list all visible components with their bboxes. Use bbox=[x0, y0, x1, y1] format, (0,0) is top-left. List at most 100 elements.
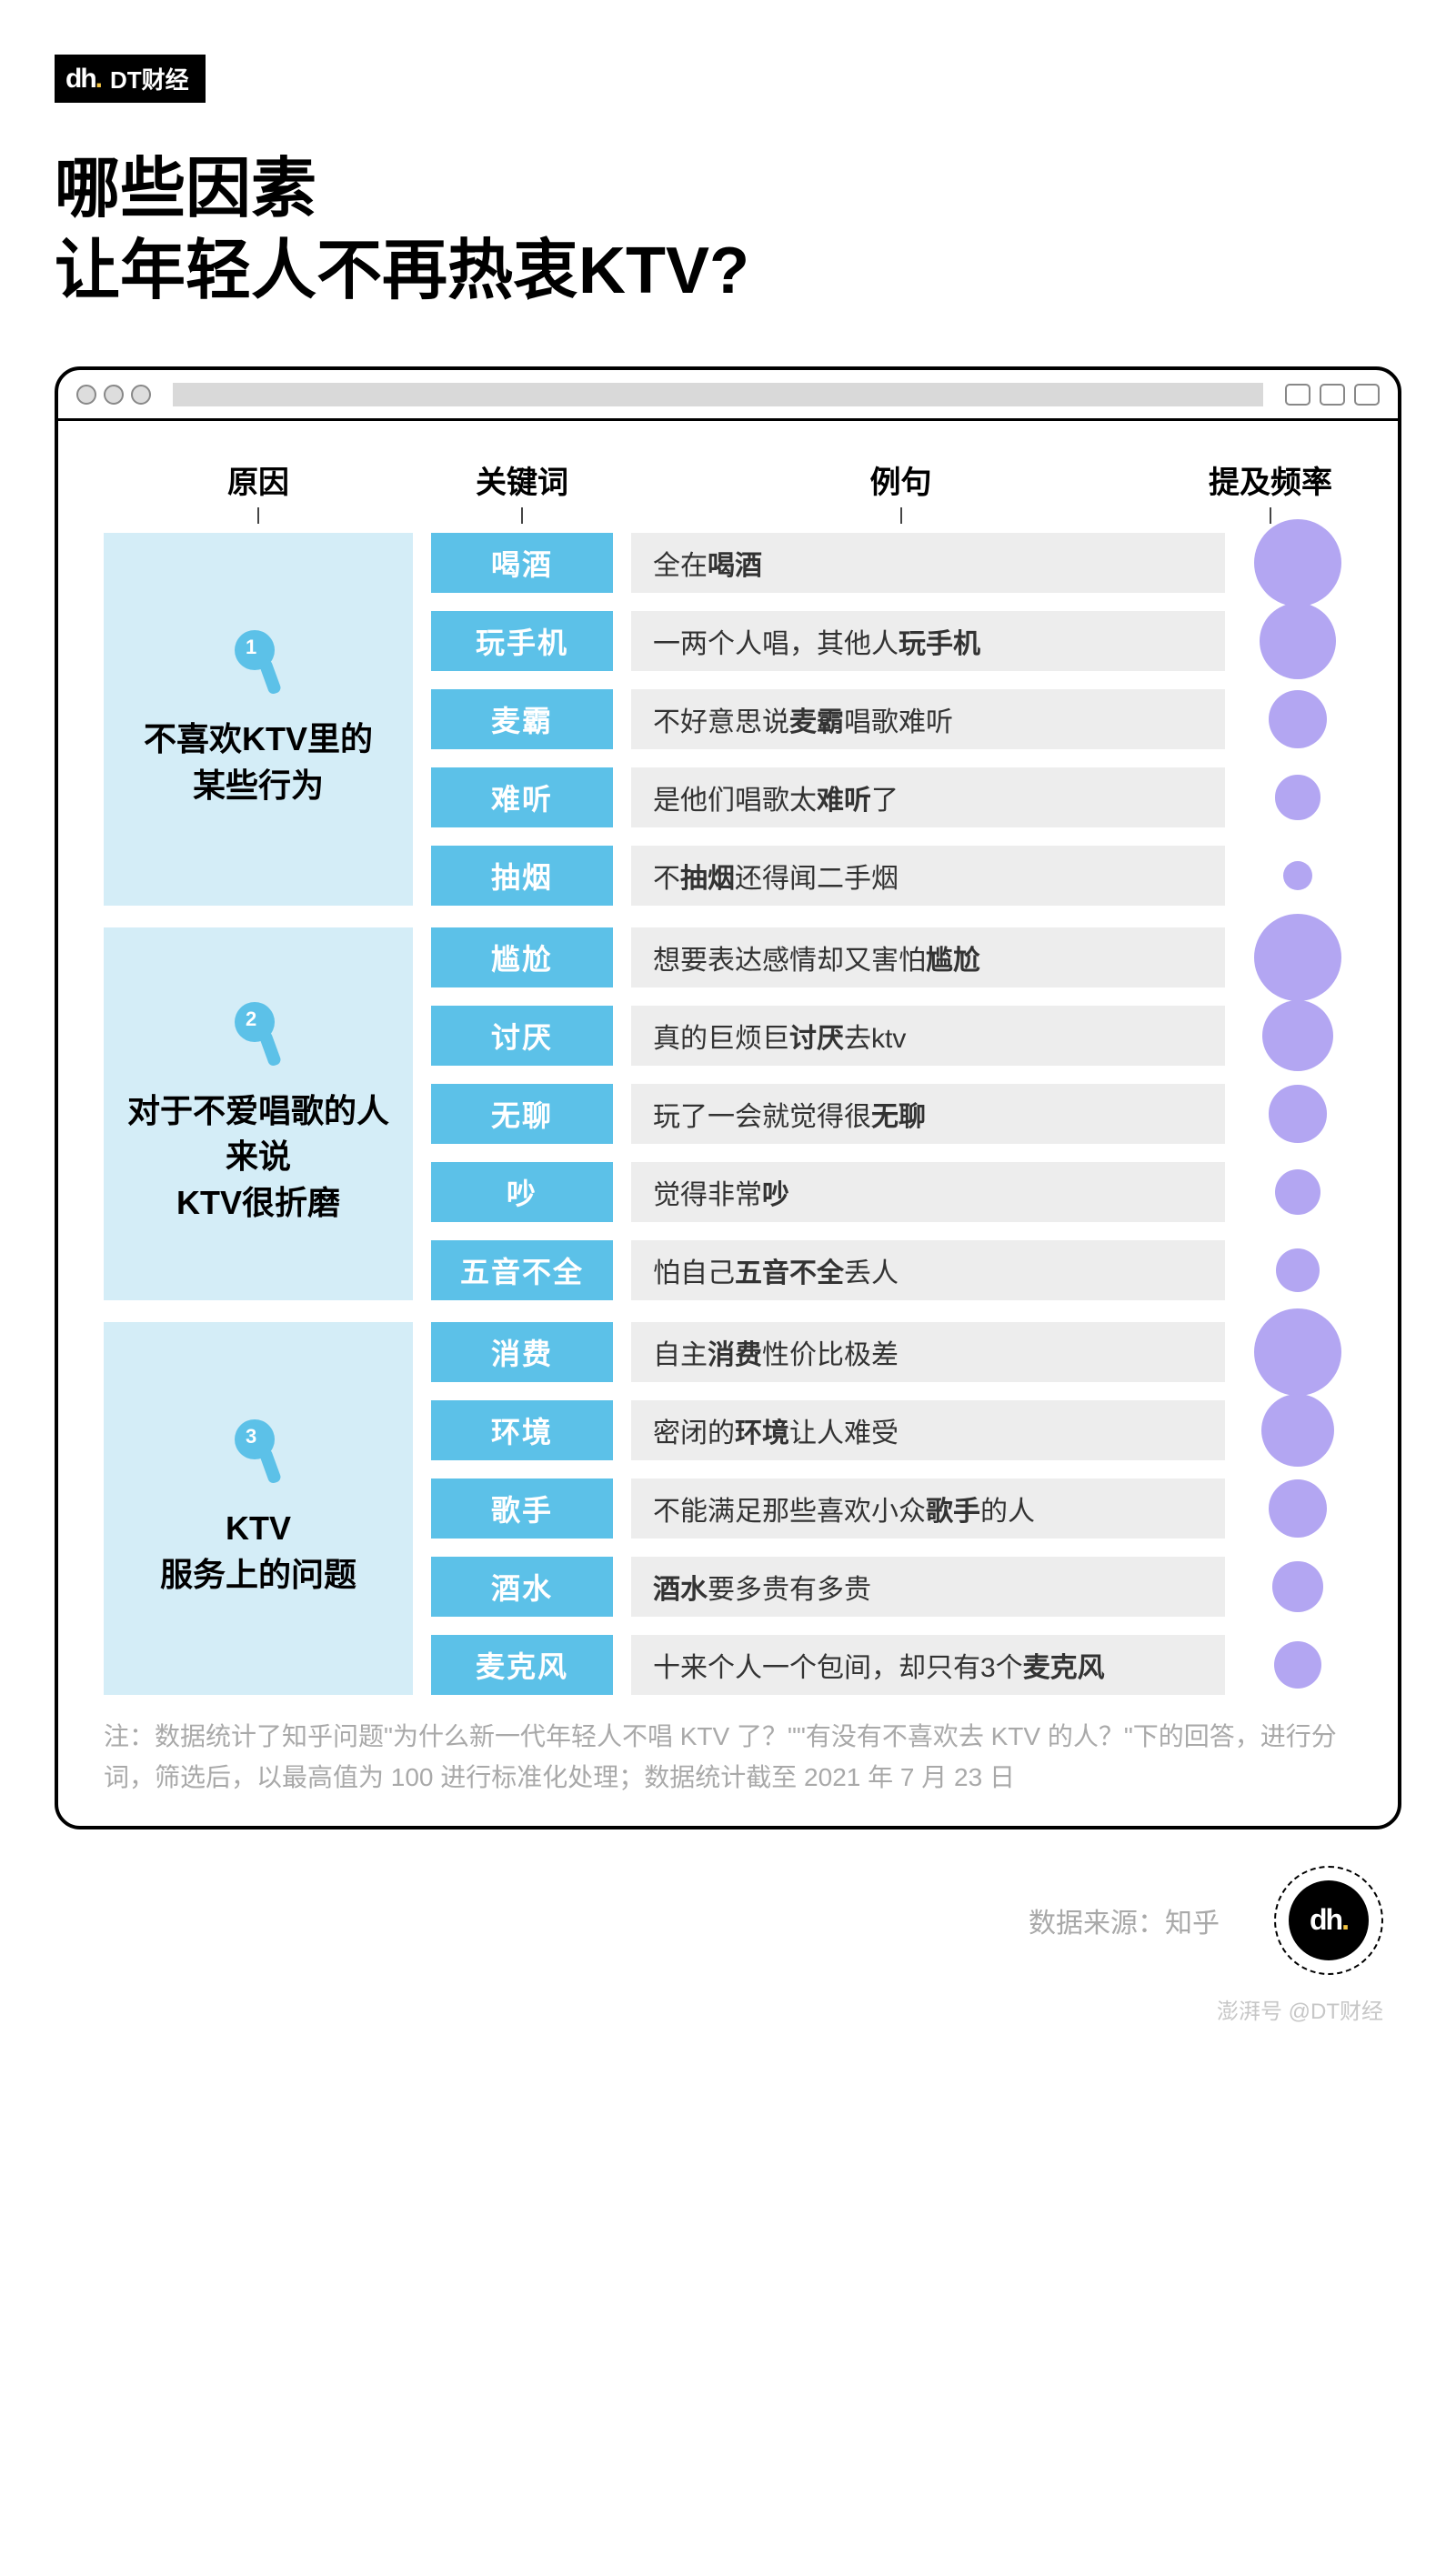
example-sentence: 不好意思说麦霸唱歌难听 bbox=[631, 689, 1225, 749]
brand-logo: dh. bbox=[65, 64, 101, 95]
brand-seal-logo: dh. bbox=[1289, 1880, 1369, 1960]
data-row: 讨厌真的巨烦巨讨厌去ktv bbox=[431, 1006, 1352, 1066]
reason-group: 1不喜欢KTV里的某些行为喝酒全在喝酒玩手机一两个人唱，其他人玩手机麦霸不好意思… bbox=[104, 533, 1352, 906]
frequency-bubble bbox=[1243, 1478, 1352, 1539]
frequency-bubble bbox=[1243, 767, 1352, 827]
frequency-dot bbox=[1262, 1000, 1334, 1072]
frequency-dot bbox=[1275, 775, 1320, 819]
frequency-bubble bbox=[1243, 846, 1352, 906]
data-row: 消费自主消费性价比极差 bbox=[431, 1322, 1352, 1382]
data-row: 难听是他们唱歌太难听了 bbox=[431, 767, 1352, 827]
example-sentence: 全在喝酒 bbox=[631, 533, 1225, 593]
data-row: 五音不全怕自己五音不全丢人 bbox=[431, 1240, 1352, 1300]
example-sentence: 密闭的环境让人难受 bbox=[631, 1400, 1225, 1460]
frequency-dot bbox=[1275, 1169, 1321, 1216]
example-sentence: 真的巨烦巨讨厌去ktv bbox=[631, 1006, 1225, 1066]
frequency-dot bbox=[1254, 519, 1341, 606]
reason-group: 3KTV服务上的问题消费自主消费性价比极差环境密闭的环境让人难受歌手不能满足那些… bbox=[104, 1322, 1352, 1695]
window-right-icons bbox=[1285, 384, 1380, 406]
window-titlebar bbox=[58, 370, 1398, 421]
header-keyword: 关键词 bbox=[431, 457, 613, 524]
frequency-dot bbox=[1276, 1248, 1320, 1292]
reason-text: 不喜欢KTV里的某些行为 bbox=[144, 717, 373, 808]
column-headers: 原因 关键词 例句 提及频率 bbox=[104, 457, 1352, 524]
frequency-dot bbox=[1260, 603, 1336, 679]
rows-container: 喝酒全在喝酒玩手机一两个人唱，其他人玩手机麦霸不好意思说麦霸唱歌难听难听是他们唱… bbox=[431, 533, 1352, 906]
frequency-bubble bbox=[1243, 1240, 1352, 1300]
data-row: 歌手不能满足那些喜欢小众歌手的人 bbox=[431, 1478, 1352, 1539]
frequency-dot bbox=[1269, 1479, 1328, 1539]
frequency-dot bbox=[1283, 861, 1312, 890]
header-reason: 原因 bbox=[104, 457, 413, 524]
brand-name: DT财经 bbox=[110, 62, 189, 95]
keyword-tag: 麦克风 bbox=[431, 1635, 613, 1695]
example-sentence: 不抽烟还得闻二手烟 bbox=[631, 846, 1225, 906]
keyword-tag: 酒水 bbox=[431, 1557, 613, 1617]
microphone-icon: 2 bbox=[231, 1002, 286, 1070]
reason-number: 2 bbox=[246, 1007, 256, 1031]
rows-container: 消费自主消费性价比极差环境密闭的环境让人难受歌手不能满足那些喜欢小众歌手的人酒水… bbox=[431, 1322, 1352, 1695]
infographic-page: dh. DT财经 哪些因素 让年轻人不再热衷KTV? 原因 关键词 例句 bbox=[0, 0, 1456, 2098]
footer: 数据来源：知乎 dh. bbox=[55, 1866, 1401, 1975]
frequency-dot bbox=[1272, 1561, 1322, 1611]
keyword-tag: 玩手机 bbox=[431, 611, 613, 671]
data-row: 尴尬想要表达感情却又害怕尴尬 bbox=[431, 927, 1352, 987]
keyword-tag: 歌手 bbox=[431, 1478, 613, 1539]
data-row: 麦克风十来个人一个包间，却只有3个麦克风 bbox=[431, 1635, 1352, 1695]
microphone-icon: 1 bbox=[231, 630, 286, 698]
keyword-tag: 讨厌 bbox=[431, 1006, 613, 1066]
credit-line: 澎湃号 @DT财经 bbox=[55, 1993, 1401, 2025]
header-example: 例句 bbox=[631, 457, 1170, 524]
reason-number: 3 bbox=[246, 1425, 256, 1448]
keyword-tag: 吵 bbox=[431, 1162, 613, 1222]
groups-container: 1不喜欢KTV里的某些行为喝酒全在喝酒玩手机一两个人唱，其他人玩手机麦霸不好意思… bbox=[104, 533, 1352, 1695]
window-content: 原因 关键词 例句 提及频率 1不喜欢KTV里的某些行为喝酒全在喝酒玩手机一两个… bbox=[58, 421, 1398, 1826]
data-row: 喝酒全在喝酒 bbox=[431, 533, 1352, 593]
reason-card: 2 对于不爱唱歌的人来说KTV很折磨 bbox=[104, 927, 413, 1300]
window-buttons bbox=[76, 385, 151, 405]
frequency-bubble bbox=[1243, 1400, 1352, 1460]
data-row: 酒水酒水要多贵有多贵 bbox=[431, 1557, 1352, 1617]
keyword-tag: 消费 bbox=[431, 1322, 613, 1382]
frequency-dot bbox=[1274, 1641, 1321, 1689]
frequency-bubble bbox=[1243, 533, 1352, 593]
frequency-dot bbox=[1269, 1085, 1326, 1142]
frequency-bubble bbox=[1243, 1635, 1352, 1695]
keyword-tag: 喝酒 bbox=[431, 533, 613, 593]
microphone-icon: 3 bbox=[231, 1419, 286, 1488]
data-row: 麦霸不好意思说麦霸唱歌难听 bbox=[431, 689, 1352, 749]
data-row: 环境密闭的环境让人难受 bbox=[431, 1400, 1352, 1460]
reason-card: 3KTV服务上的问题 bbox=[104, 1322, 413, 1695]
tabs-icon bbox=[1354, 384, 1380, 406]
example-sentence: 不能满足那些喜欢小众歌手的人 bbox=[631, 1478, 1225, 1539]
frequency-bubble bbox=[1243, 1322, 1352, 1382]
header-frequency: 提及频率 bbox=[1189, 457, 1352, 524]
keyword-tag: 抽烟 bbox=[431, 846, 613, 906]
frequency-bubble bbox=[1243, 927, 1352, 987]
info-icon bbox=[1285, 384, 1310, 406]
keyword-tag: 麦霸 bbox=[431, 689, 613, 749]
reason-text: 对于不爱唱歌的人来说KTV很折磨 bbox=[127, 1088, 389, 1226]
frequency-bubble bbox=[1243, 1084, 1352, 1144]
address-bar bbox=[173, 383, 1263, 406]
frequency-bubble bbox=[1243, 1006, 1352, 1066]
example-sentence: 酒水要多贵有多贵 bbox=[631, 1557, 1225, 1617]
brand-seal: dh. bbox=[1274, 1866, 1383, 1975]
example-sentence: 是他们唱歌太难听了 bbox=[631, 767, 1225, 827]
reason-group: 2 对于不爱唱歌的人来说KTV很折磨 尴尬想要表达感情却又害怕尴尬讨厌真的巨烦巨讨厌… bbox=[104, 927, 1352, 1300]
maximize-icon bbox=[131, 385, 151, 405]
frequency-dot bbox=[1261, 1394, 1334, 1467]
example-sentence: 想要表达感情却又害怕尴尬 bbox=[631, 927, 1225, 987]
keyword-tag: 五音不全 bbox=[431, 1240, 613, 1300]
example-sentence: 一两个人唱，其他人玩手机 bbox=[631, 611, 1225, 671]
browser-window: 原因 关键词 例句 提及频率 1不喜欢KTV里的某些行为喝酒全在喝酒玩手机一两个… bbox=[55, 366, 1401, 1829]
data-row: 吵觉得非常吵 bbox=[431, 1162, 1352, 1222]
example-sentence: 觉得非常吵 bbox=[631, 1162, 1225, 1222]
minimize-icon bbox=[104, 385, 124, 405]
close-icon bbox=[76, 385, 96, 405]
frequency-bubble bbox=[1243, 1557, 1352, 1617]
reason-number: 1 bbox=[246, 636, 256, 659]
frequency-dot bbox=[1254, 914, 1341, 1001]
data-source: 数据来源：知乎 bbox=[1029, 1900, 1220, 1940]
example-sentence: 怕自己五音不全丢人 bbox=[631, 1240, 1225, 1300]
